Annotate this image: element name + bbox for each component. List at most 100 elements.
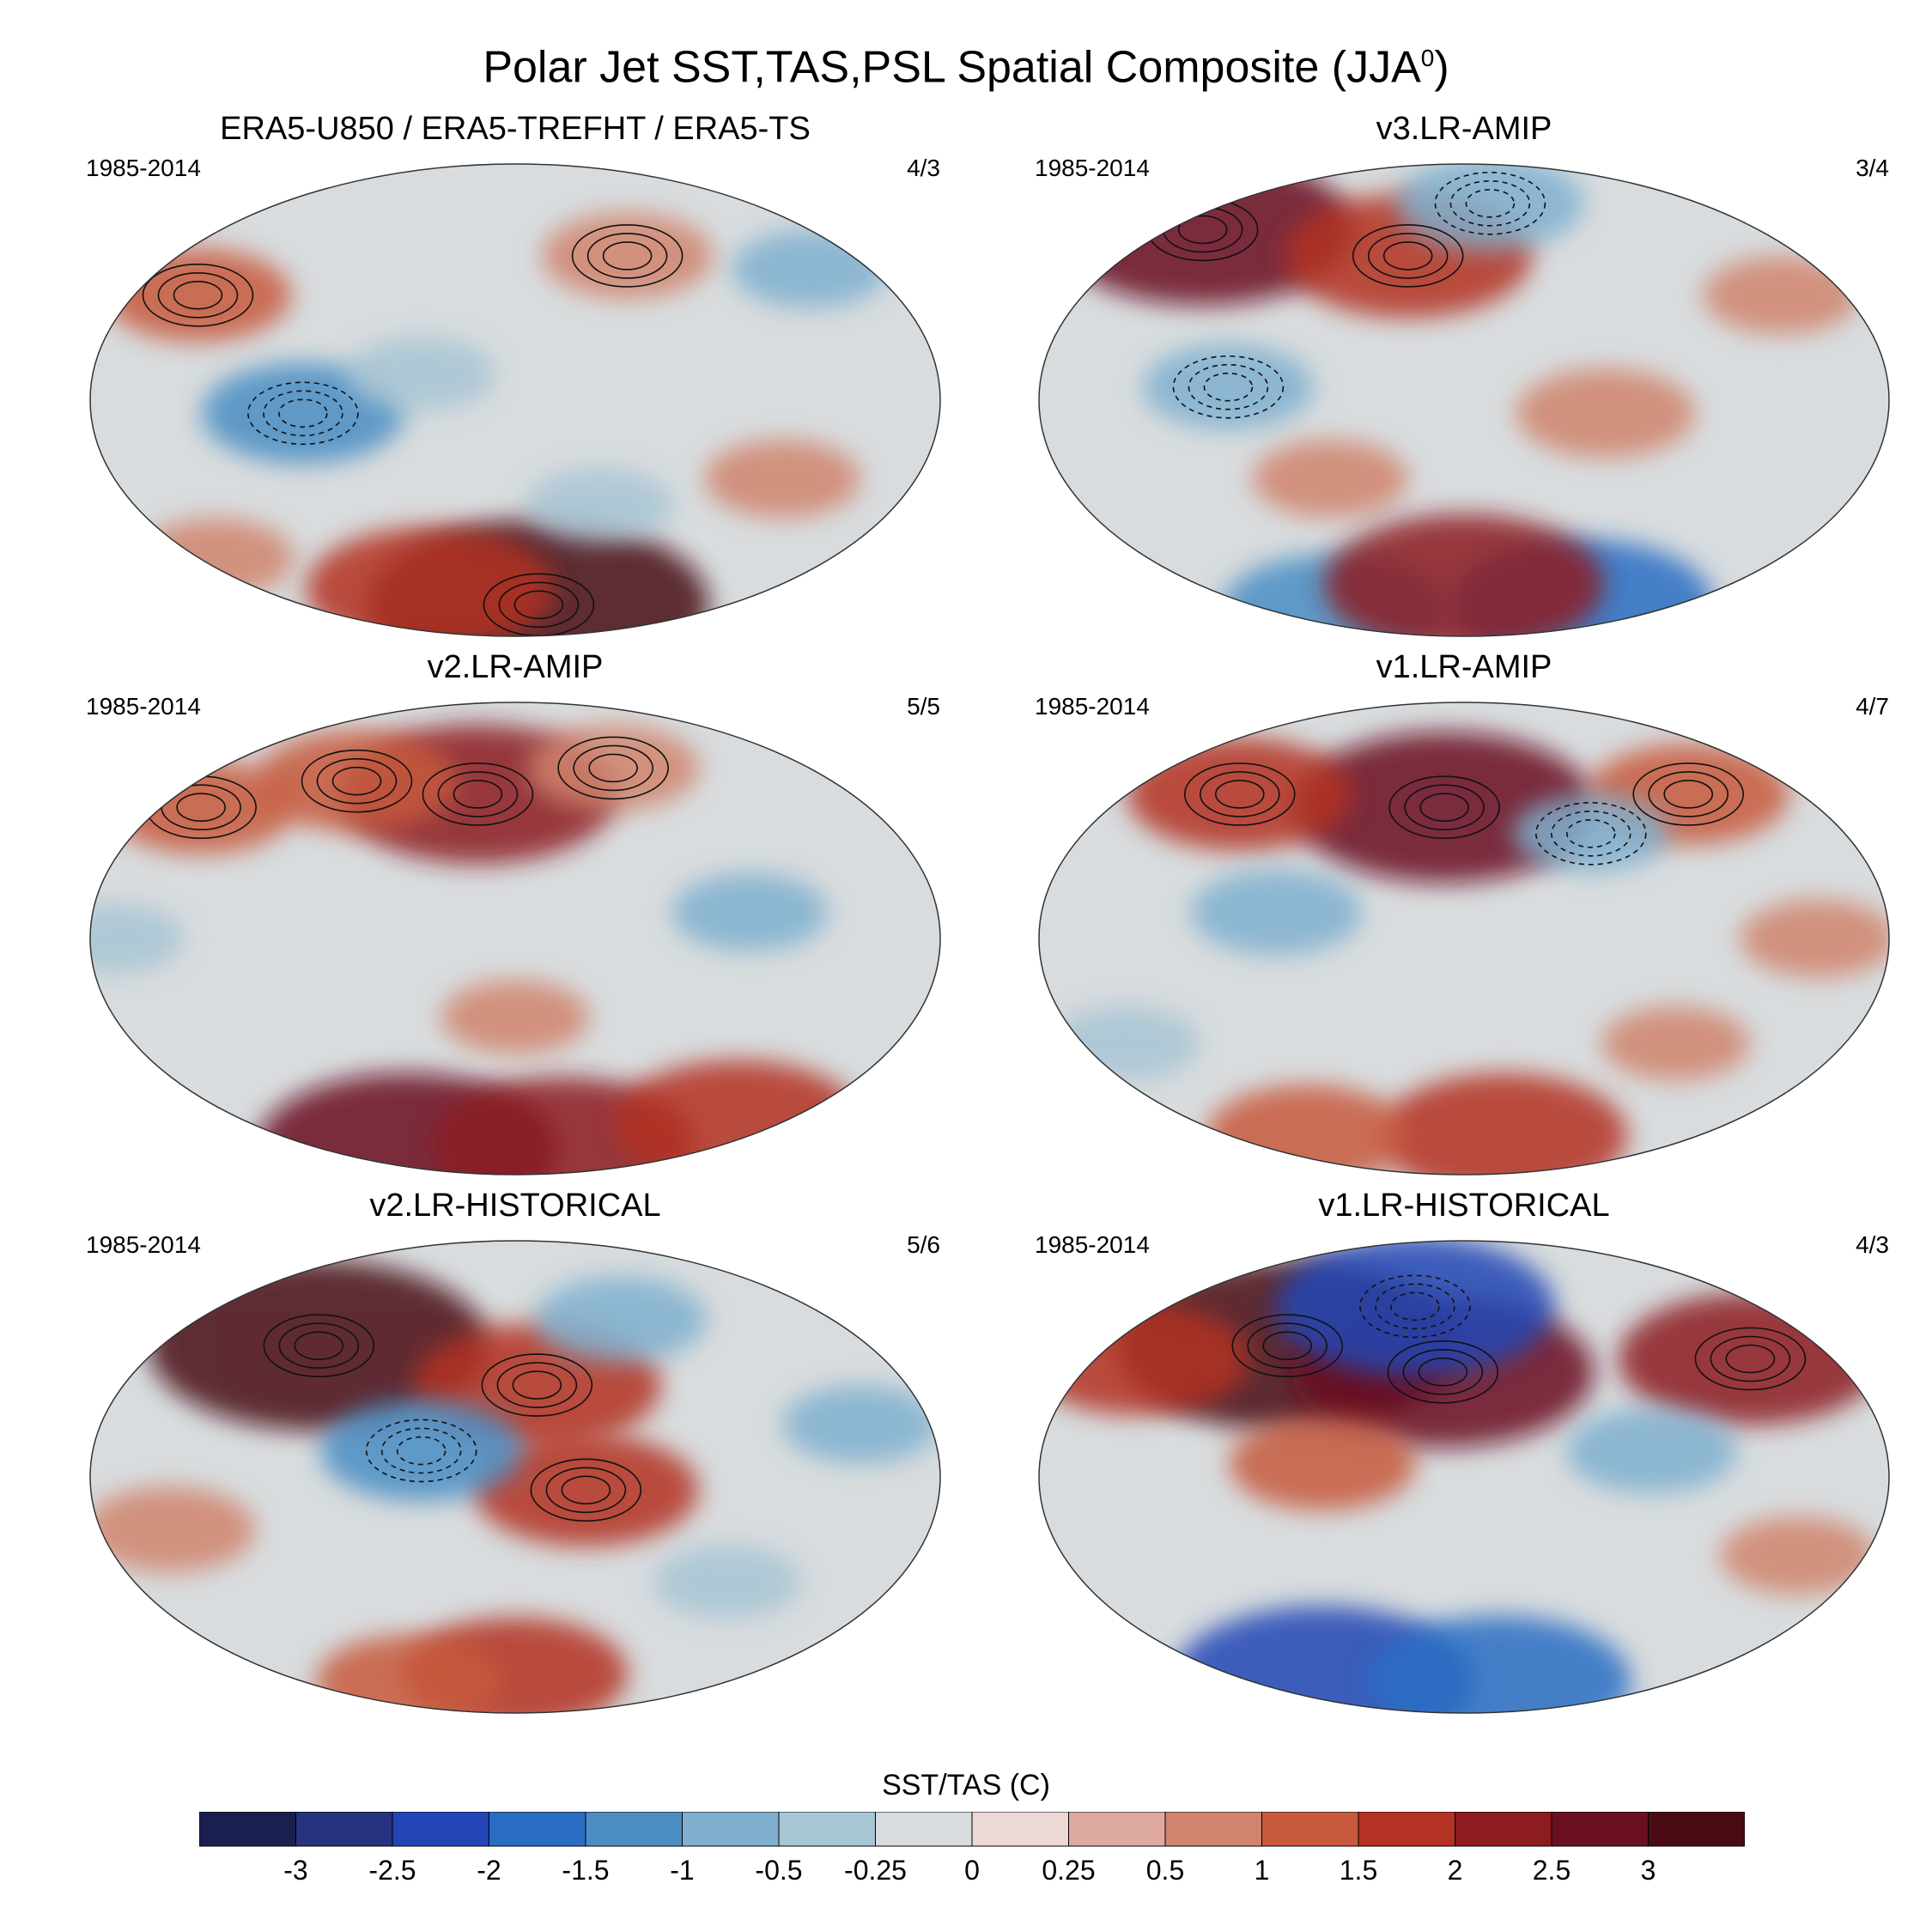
colorbar-tick-label: 2.5 bbox=[1532, 1855, 1571, 1886]
anomaly-blob bbox=[1516, 368, 1696, 459]
colorbar bbox=[199, 1812, 1745, 1847]
anomaly-blob bbox=[1252, 440, 1409, 519]
panel-title: v3.LR-AMIP bbox=[1376, 111, 1552, 147]
psl-contour bbox=[573, 744, 653, 792]
panel-ratio: 4/3 bbox=[907, 155, 940, 181]
anomaly-blob bbox=[1051, 1006, 1200, 1081]
psl-contour bbox=[1188, 363, 1269, 410]
psl-contour bbox=[588, 753, 638, 783]
anomaly-blob bbox=[1127, 738, 1352, 851]
colorbar-tick-label: -0.25 bbox=[844, 1855, 907, 1886]
anomaly-blob bbox=[671, 873, 829, 951]
psl-contour bbox=[176, 793, 226, 823]
psl-contour bbox=[142, 263, 254, 327]
psl-contour bbox=[294, 1331, 344, 1361]
psl-contour bbox=[1177, 215, 1228, 245]
map-outline bbox=[1038, 163, 1890, 637]
psl-contour bbox=[1434, 172, 1546, 235]
anomaly-blob bbox=[1275, 1241, 1555, 1376]
psl-contour bbox=[1375, 1283, 1455, 1330]
psl-contour bbox=[365, 1419, 477, 1483]
psl-contour bbox=[157, 271, 239, 319]
map-panel-era5: ERA5-U850 / ERA5-TREFHT / ERA5-TS 1985-2… bbox=[82, 110, 949, 642]
psl-contour bbox=[1352, 224, 1464, 288]
colorbar-tick-label: -1 bbox=[670, 1855, 695, 1886]
anomaly-blob bbox=[1740, 899, 1889, 978]
psl-contour bbox=[396, 1436, 447, 1466]
psl-contour bbox=[602, 241, 653, 270]
panel-years: 1985-2014 bbox=[86, 693, 201, 720]
anomaly-blob bbox=[319, 1400, 523, 1502]
colorbar-tick-label: -3 bbox=[283, 1855, 308, 1886]
psl-contour bbox=[557, 736, 669, 800]
anomaly-blob bbox=[1703, 256, 1860, 335]
anomaly-blob bbox=[541, 213, 714, 299]
panel-ratio: 5/6 bbox=[907, 1231, 940, 1258]
psl-contour bbox=[1551, 810, 1631, 857]
map-outline bbox=[89, 163, 941, 637]
psl-contour bbox=[173, 280, 223, 310]
colorbar-segment bbox=[1648, 1812, 1745, 1847]
anomaly-blob bbox=[613, 1060, 862, 1175]
colorbar-segment bbox=[295, 1812, 393, 1847]
psl-contour bbox=[453, 780, 503, 809]
anomaly-blob bbox=[1601, 1006, 1750, 1081]
anomaly-blob bbox=[90, 1486, 256, 1573]
psl-contour bbox=[1382, 241, 1433, 270]
panel-ratio: 4/3 bbox=[1856, 1231, 1889, 1258]
psl-contour bbox=[586, 233, 668, 279]
psl-contour bbox=[1199, 771, 1280, 817]
anomaly-blob bbox=[1190, 869, 1363, 956]
colorbar-segment bbox=[1068, 1812, 1166, 1847]
anomaly-blob bbox=[1378, 1072, 1628, 1175]
anomaly-blob bbox=[1229, 1417, 1417, 1511]
colorbar-segment bbox=[1261, 1812, 1359, 1847]
panel-years: 1985-2014 bbox=[86, 155, 201, 181]
map-canvas bbox=[89, 702, 941, 1176]
psl-contour bbox=[1465, 189, 1516, 218]
colorbar-segment bbox=[1455, 1812, 1552, 1847]
anomaly-blob bbox=[1618, 1292, 1883, 1425]
panel-title: v2.LR-AMIP bbox=[427, 649, 604, 685]
panel-title: ERA5-U850 / ERA5-TREFHT / ERA5-TS bbox=[220, 111, 811, 147]
psl-contour bbox=[513, 590, 564, 620]
panel-years: 1985-2014 bbox=[86, 1231, 201, 1258]
psl-contour bbox=[571, 224, 683, 288]
map-canvas bbox=[1038, 702, 1890, 1176]
colorbar-tick-label: 2 bbox=[1447, 1855, 1463, 1886]
psl-contour bbox=[263, 390, 343, 437]
psl-contour bbox=[498, 581, 580, 629]
map-panel-v2-amip: v2.LR-AMIP 1985-2014 5/5 bbox=[82, 648, 949, 1181]
map-outline bbox=[89, 1240, 941, 1714]
anomaly-blob bbox=[306, 526, 555, 636]
panel-title: v2.LR-HISTORICAL bbox=[369, 1188, 661, 1224]
anomaly-blob bbox=[347, 337, 496, 411]
psl-contour bbox=[1663, 780, 1714, 809]
figure-title: Polar Jet SST,TAS,PSL Spatial Composite … bbox=[483, 42, 1449, 93]
psl-contour bbox=[278, 398, 328, 428]
psl-contour bbox=[1725, 1344, 1776, 1374]
psl-contour bbox=[1214, 780, 1265, 809]
colorbar-segment bbox=[1358, 1812, 1455, 1847]
psl-contour bbox=[1449, 180, 1531, 227]
colorbar-tick-label: -2 bbox=[477, 1855, 501, 1886]
anomaly-blob bbox=[90, 903, 185, 974]
psl-contour bbox=[437, 771, 519, 817]
anomaly-blob bbox=[732, 229, 888, 308]
psl-contour bbox=[1632, 762, 1745, 826]
panel-years: 1985-2014 bbox=[1035, 693, 1150, 720]
psl-contour bbox=[301, 749, 413, 813]
anomaly-blob bbox=[1512, 794, 1669, 873]
colorbar-tick-label: 3 bbox=[1640, 1855, 1656, 1886]
anomaly-blob bbox=[526, 468, 674, 543]
colorbar-tick-label: 0 bbox=[964, 1855, 980, 1886]
psl-contour bbox=[496, 1362, 578, 1408]
colorbar-segment bbox=[875, 1812, 973, 1847]
panel-years: 1985-2014 bbox=[1035, 1231, 1150, 1258]
psl-contour bbox=[247, 381, 359, 446]
panel-ratio: 3/4 bbox=[1856, 155, 1889, 181]
psl-contour bbox=[422, 762, 534, 826]
psl-contour bbox=[512, 1370, 562, 1400]
map-panel-v3-amip: v3.LR-AMIP 1985-2014 3/4 bbox=[1030, 110, 1898, 642]
psl-contour bbox=[263, 1314, 375, 1378]
